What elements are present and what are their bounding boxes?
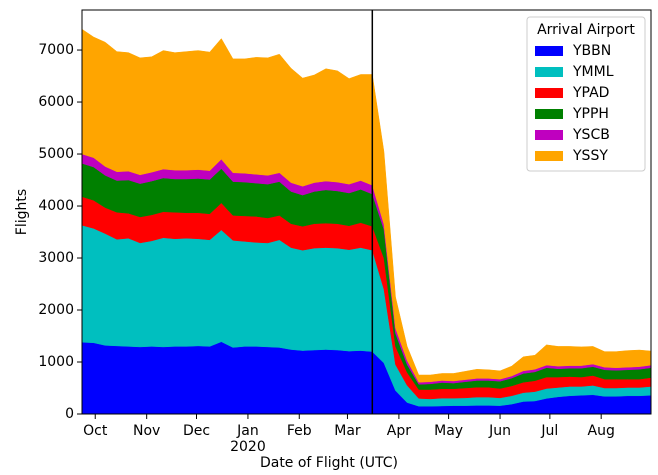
x-tick-label: Feb <box>287 423 312 439</box>
y-tick-label: 2000 <box>38 302 74 318</box>
x-tick-label: Oct <box>83 423 108 439</box>
legend-swatch <box>535 109 563 119</box>
legend-label: YMML <box>572 64 614 80</box>
y-tick-label: 3000 <box>38 250 74 266</box>
x-tick-label: Jul <box>540 423 558 439</box>
legend-label: YBBN <box>572 43 611 59</box>
legend-label: YPAD <box>572 85 609 101</box>
x-tick-label: Aug <box>588 423 615 439</box>
x-tick-label: Nov <box>133 423 160 439</box>
y-tick-label: 6000 <box>38 94 74 110</box>
legend-swatch <box>535 46 563 56</box>
y-tick-label: 0 <box>65 406 74 422</box>
x-tick-label: Jan <box>236 423 259 439</box>
legend-swatch <box>535 151 563 161</box>
y-tick-label: 4000 <box>38 198 74 214</box>
x-axis-label: Date of Flight (UTC) <box>260 455 398 471</box>
legend-swatch <box>535 88 563 98</box>
plot-frame <box>81 9 652 415</box>
y-tick-label: 7000 <box>38 42 74 58</box>
x-tick-label: Apr <box>387 423 411 439</box>
legend-label: YSSY <box>572 148 608 164</box>
legend-title: Arrival Airport <box>537 22 635 38</box>
legend-swatch <box>535 67 563 77</box>
y-tick-label: 5000 <box>38 146 74 162</box>
x-tick-label: Jun <box>488 423 511 439</box>
x-tick-label: Mar <box>334 423 361 439</box>
x-tick-sublabel: 2020 <box>230 439 266 455</box>
legend-label: YSCB <box>572 127 610 143</box>
x-tick-label: May <box>434 423 463 439</box>
y-axis-label: Flights <box>14 189 30 235</box>
legend-swatch <box>535 130 563 140</box>
legend-label: YPPH <box>572 106 609 122</box>
x-tick-label: Dec <box>183 423 210 439</box>
y-tick-label: 1000 <box>38 354 74 370</box>
